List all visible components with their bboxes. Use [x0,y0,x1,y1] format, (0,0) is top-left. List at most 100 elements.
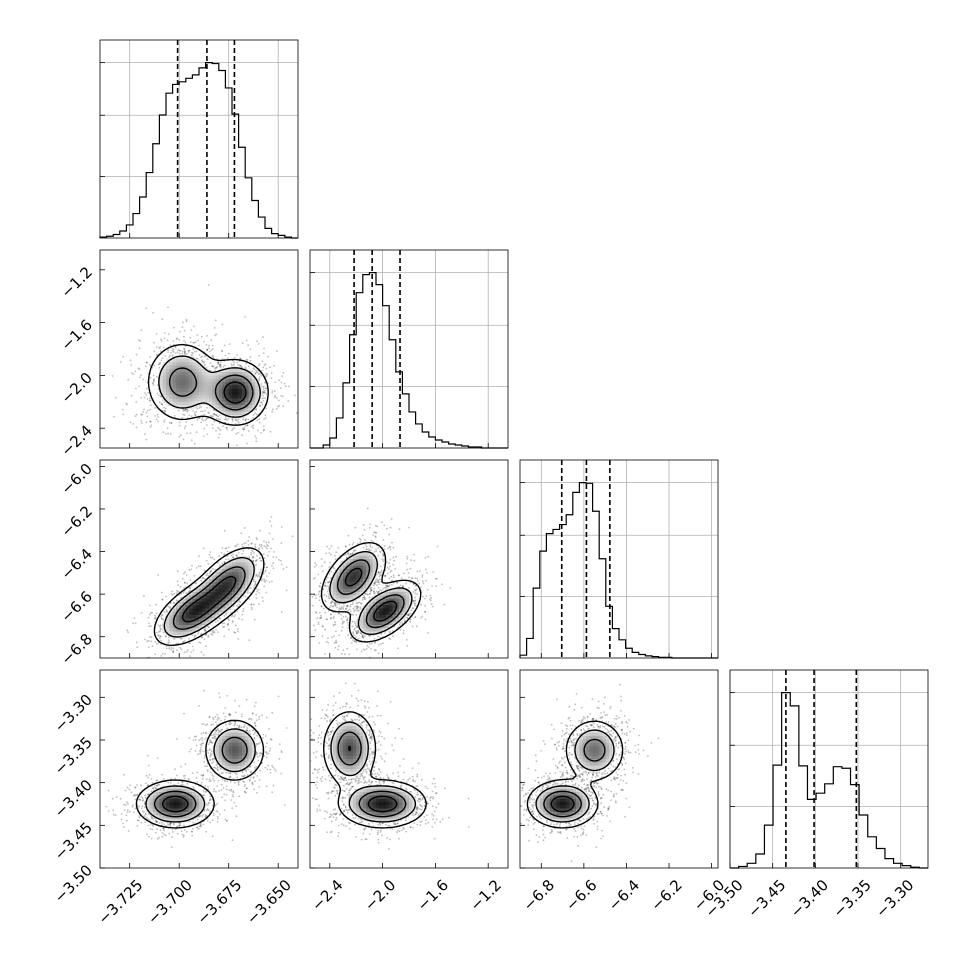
sample-point [177,409,180,412]
sample-point [264,581,267,583]
sample-point [262,399,265,402]
sample-point [255,593,258,596]
sample-point [275,556,278,559]
density-cell [199,588,203,593]
sample-point [355,602,358,605]
sample-point [175,599,178,602]
density-cell [189,395,193,399]
density-cell [208,618,213,622]
density-cell [192,628,196,632]
sample-point [166,610,169,613]
density-cell [215,398,220,403]
sample-point [360,650,363,653]
density-cell [202,608,206,613]
sample-point [361,633,363,636]
sample-point [212,413,215,416]
sample-point [209,362,212,364]
sample-point [168,645,171,648]
density-cell [185,595,190,599]
sample-point [352,632,355,635]
density-cell [208,405,213,409]
sample-point [184,345,187,348]
density-cell [189,605,193,609]
sample-point [261,392,264,395]
sample-point [242,417,245,419]
density-cell [218,408,223,412]
sample-point [190,329,193,331]
sample-point [244,418,247,421]
sample-point [334,602,336,605]
sample-point [424,604,427,607]
sample-point [188,590,191,593]
density-cell [218,382,223,386]
density-cell [162,382,167,386]
sample-point [280,395,283,397]
density-cell [202,615,206,619]
sample-point [176,337,179,340]
sample-point [220,551,223,554]
sample-point [222,425,225,428]
sample-point [233,363,236,366]
sample-point [322,588,325,591]
density-cell [245,382,249,386]
sample-point [182,321,184,324]
sample-point [149,604,151,607]
sample-point [254,580,257,583]
density-cell [189,401,193,406]
sample-point [219,617,222,620]
sample-point [254,559,257,562]
density-cell [189,358,193,363]
sample-point [158,394,160,397]
sample-point [236,420,239,423]
density-cell [212,401,216,406]
density-cell [251,388,256,393]
sample-point [355,607,358,610]
sample-point [159,624,162,627]
density-cell [232,368,236,373]
density-cell [202,598,206,603]
sample-point [182,438,185,441]
density-cell [212,382,216,386]
sample-point [258,557,261,560]
sample-point [233,615,236,618]
sample-point [201,416,204,419]
sample-point [152,380,155,382]
sample-point [147,616,150,619]
sample-point [330,602,332,605]
sample-point [158,637,161,640]
sample-point [256,575,259,578]
sample-point [217,562,219,564]
sample-point [182,408,185,411]
sample-point [258,573,261,576]
sample-point [147,646,150,648]
sample-point [182,591,185,594]
sample-point [337,645,340,648]
sample-point [274,394,276,397]
sample-point [188,568,191,571]
sample-point [167,306,169,309]
sample-point [324,653,326,655]
sample-point [382,539,385,541]
sample-point [416,593,418,595]
density-cell [232,559,236,563]
sample-point [238,364,241,366]
sample-point [218,433,221,436]
density-cell [195,608,200,613]
sample-point [221,350,224,353]
density-cell [225,598,229,603]
density-cell [248,562,253,566]
sample-point [262,336,264,339]
sample-point [206,424,208,426]
sample-point [285,589,288,592]
density-cell [212,595,216,599]
sample-point [184,408,187,411]
sample-point [148,364,151,366]
contour-level-2 [172,566,246,630]
sample-point [404,582,407,585]
sample-point [332,624,335,627]
sample-point [376,592,379,595]
sample-point [159,630,162,633]
sample-point [268,581,271,584]
density-cell [195,595,200,599]
density-cell [222,572,226,576]
